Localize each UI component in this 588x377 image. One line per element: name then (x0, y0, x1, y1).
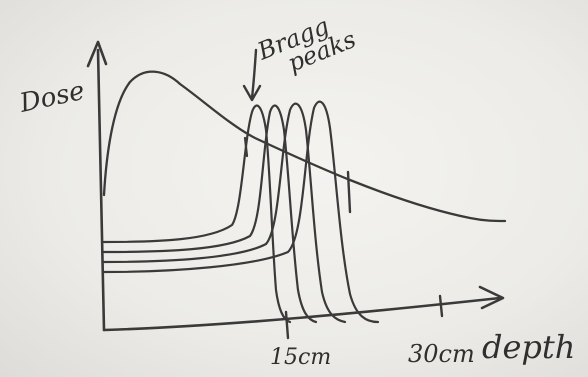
annotation-arrowhead (242, 84, 262, 102)
bragg-peak-curve-3 (102, 102, 347, 324)
photon-curve-tick-2 (346, 170, 352, 214)
x-axis-label: depth (482, 328, 575, 366)
y-axis-label: Dose (16, 76, 87, 119)
x-axis-arrowhead (478, 285, 505, 310)
x-tick-label-15cm: 15cm (270, 345, 331, 370)
y-axis-arrowhead (86, 40, 108, 68)
bragg-peak-curve-2 (102, 104, 318, 324)
x-axis (102, 296, 502, 332)
bragg-peak-curve-4 (102, 100, 380, 324)
x-tick-15cm (284, 310, 290, 340)
x-tick-30cm (438, 294, 444, 318)
y-axis (96, 48, 106, 332)
annotation-arrow (250, 48, 258, 100)
x-tick-label-30cm: 30cm (408, 340, 475, 368)
photon-dose-curve (102, 70, 507, 223)
bragg-peak-curve-1 (102, 104, 292, 324)
